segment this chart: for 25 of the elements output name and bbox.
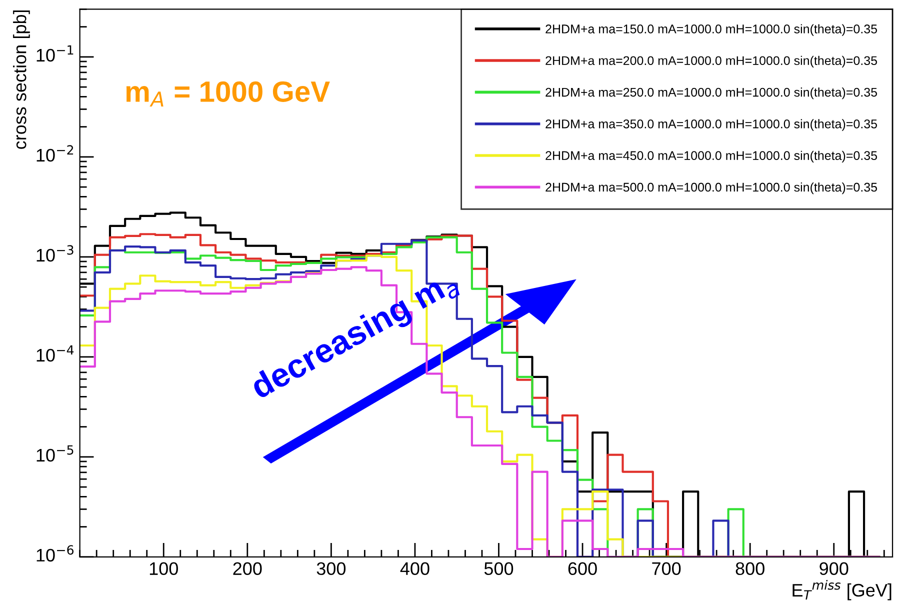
legend-label: 2HDM+a ma=200.0 mA=1000.0 mH=1000.0 sin(theta)=0.35 (546, 56, 878, 68)
legend-label: 2HDM+a ma=250.0 mA=1000.0 mH=1000.0 sin(theta)=0.35 (546, 88, 878, 100)
legend-label: 2HDM+a ma=450.0 mA=1000.0 mH=1000.0 sin(theta)=0.35 (546, 150, 878, 162)
y-axis-title: cross section [pb] (13, 10, 30, 149)
x-tick-label: 800 (736, 562, 764, 576)
x-axis-title: E$_{T}$$^{miss}$ [GeV] (792, 580, 892, 600)
legend-label: 2HDM+a ma=350.0 mA=1000.0 mH=1000.0 sin(theta)=0.35 (546, 119, 878, 131)
y-tick-label: 10$^{−3}$ (36, 245, 74, 262)
x-tick-label: 200 (233, 562, 262, 576)
x-tick-label: 100 (150, 562, 178, 576)
x-tick-label: 300 (316, 562, 346, 576)
y-tick-label: 10$^{−4}$ (36, 345, 74, 362)
legend-label: 2HDM+a ma=150.0 mA=1000.0 mH=1000.0 sin(theta)=0.35 (546, 24, 878, 36)
x-tick-label: 600 (568, 562, 597, 576)
y-tick-label: 10$^{−6}$ (36, 545, 74, 562)
y-tick-label: 10$^{−2}$ (36, 145, 74, 162)
annotation: decreasing m$_{a}$ (248, 268, 462, 406)
y-tick-label: 10$^{−1}$ (36, 45, 74, 62)
x-tick-label: 400 (400, 562, 430, 576)
x-tick-label: 500 (484, 562, 514, 576)
annotation: m$_{A}$ = 1000 GeV (126, 81, 330, 106)
x-tick-label: 700 (652, 562, 681, 576)
legend-label: 2HDM+a ma=500.0 mA=1000.0 mH=1000.0 sin(theta)=0.35 (546, 182, 878, 194)
x-tick-label: 900 (820, 562, 848, 576)
y-tick-label: 10$^{−5}$ (36, 445, 74, 462)
